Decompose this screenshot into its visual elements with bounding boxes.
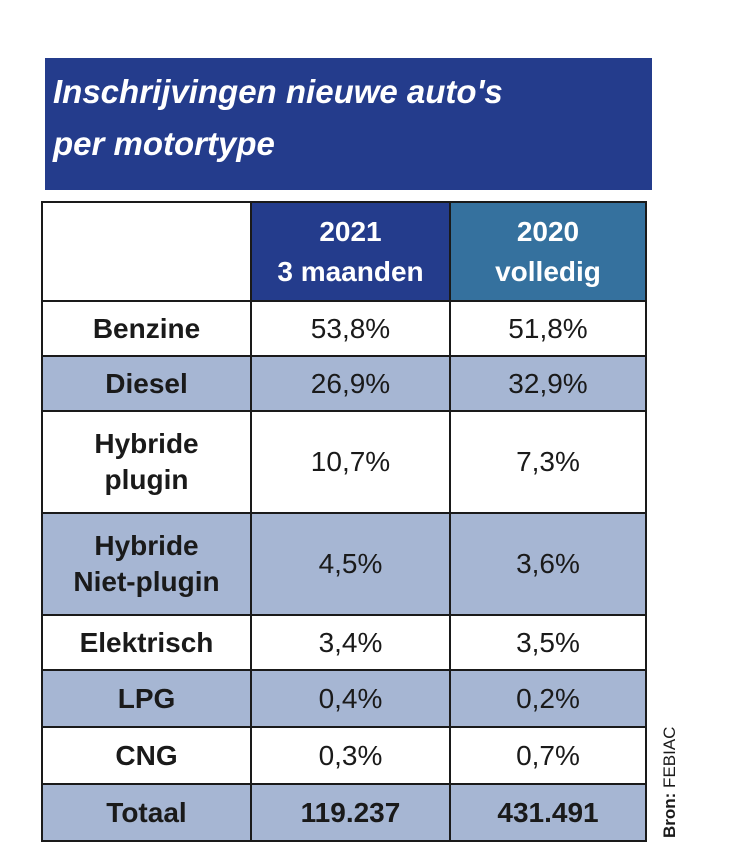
- cell-diesel-2020: 32,9%: [449, 355, 647, 412]
- header-2020-period: volledig: [495, 255, 601, 287]
- table-row-benzine: Benzine 53,8% 51,8%: [41, 300, 647, 357]
- header-2021: 2021 3 maanden: [250, 201, 451, 302]
- table-row-hybride-niet-plugin: Hybride Niet-plugin 4,5% 3,6%: [41, 512, 647, 616]
- cell-benzine-2021: 53,8%: [250, 300, 451, 357]
- table-row-totaal: Totaal 119.237 431.491: [41, 783, 647, 842]
- title-line-2: per motortype: [53, 125, 275, 162]
- header-row: 2021 3 maanden 2020 volledig: [41, 201, 647, 302]
- row-label-totaal: Totaal: [41, 783, 252, 842]
- cell-benzine-2020: 51,8%: [449, 300, 647, 357]
- table-row-hybride-plugin: Hybride plugin 10,7% 7,3%: [41, 410, 647, 514]
- row-label-cng: CNG: [41, 726, 252, 785]
- row-label-lpg: LPG: [41, 669, 252, 728]
- row-label-hybride-plugin: Hybride plugin: [41, 410, 252, 514]
- row-label-hybride-plugin-line2: plugin: [104, 464, 189, 495]
- table-row-elektrisch: Elektrisch 3,4% 3,5%: [41, 614, 647, 671]
- table-row-cng: CNG 0,3% 0,7%: [41, 726, 647, 785]
- cell-hybride-niet-plugin-2020: 3,6%: [449, 512, 647, 616]
- title-banner: Inschrijvingen nieuwe auto's per motorty…: [45, 58, 652, 190]
- cell-hybride-plugin-2021: 10,7%: [250, 410, 451, 514]
- cell-hybride-niet-plugin-2021: 4,5%: [250, 512, 451, 616]
- cell-hybride-plugin-2020: 7,3%: [449, 410, 647, 514]
- row-label-hybride-niet-plugin-line1: Hybride: [94, 530, 199, 561]
- cell-cng-2021: 0,3%: [250, 726, 451, 785]
- registrations-table: 2021 3 maanden 2020 volledig Benzine 53,8%…: [41, 201, 647, 842]
- header-2020-year: 2020: [516, 215, 580, 247]
- row-label-hybride-niet-plugin-line2: Niet-plugin: [73, 566, 220, 597]
- row-label-elektrisch: Elektrisch: [41, 614, 252, 671]
- header-2021-year: 2021: [319, 215, 382, 247]
- row-label-hybride-niet-plugin: Hybride Niet-plugin: [41, 512, 252, 616]
- cell-elektrisch-2021: 3,4%: [250, 614, 451, 671]
- cell-cng-2020: 0,7%: [449, 726, 647, 785]
- cell-lpg-2021: 0,4%: [250, 669, 451, 728]
- table-row-lpg: LPG 0,4% 0,2%: [41, 669, 647, 728]
- title-line-1: Inschrijvingen nieuwe auto's: [53, 73, 503, 110]
- cell-elektrisch-2020: 3,5%: [449, 614, 647, 671]
- header-corner-cell: [41, 201, 252, 302]
- cell-diesel-2021: 26,9%: [250, 355, 451, 412]
- header-2021-period: 3 maanden: [277, 255, 424, 287]
- cell-totaal-2021: 119.237: [250, 783, 451, 842]
- header-2020: 2020 volledig: [449, 201, 647, 302]
- cell-lpg-2020: 0,2%: [449, 669, 647, 728]
- source-prefix: Bron:: [660, 792, 679, 838]
- source-name: FEBIAC: [660, 726, 679, 788]
- source-credit: Bron: FEBIAC: [660, 727, 680, 838]
- row-label-benzine: Benzine: [41, 300, 252, 357]
- row-label-hybride-plugin-line1: Hybride: [94, 428, 199, 459]
- cell-totaal-2020: 431.491: [449, 783, 647, 842]
- row-label-diesel: Diesel: [41, 355, 252, 412]
- table-row-diesel: Diesel 26,9% 32,9%: [41, 355, 647, 412]
